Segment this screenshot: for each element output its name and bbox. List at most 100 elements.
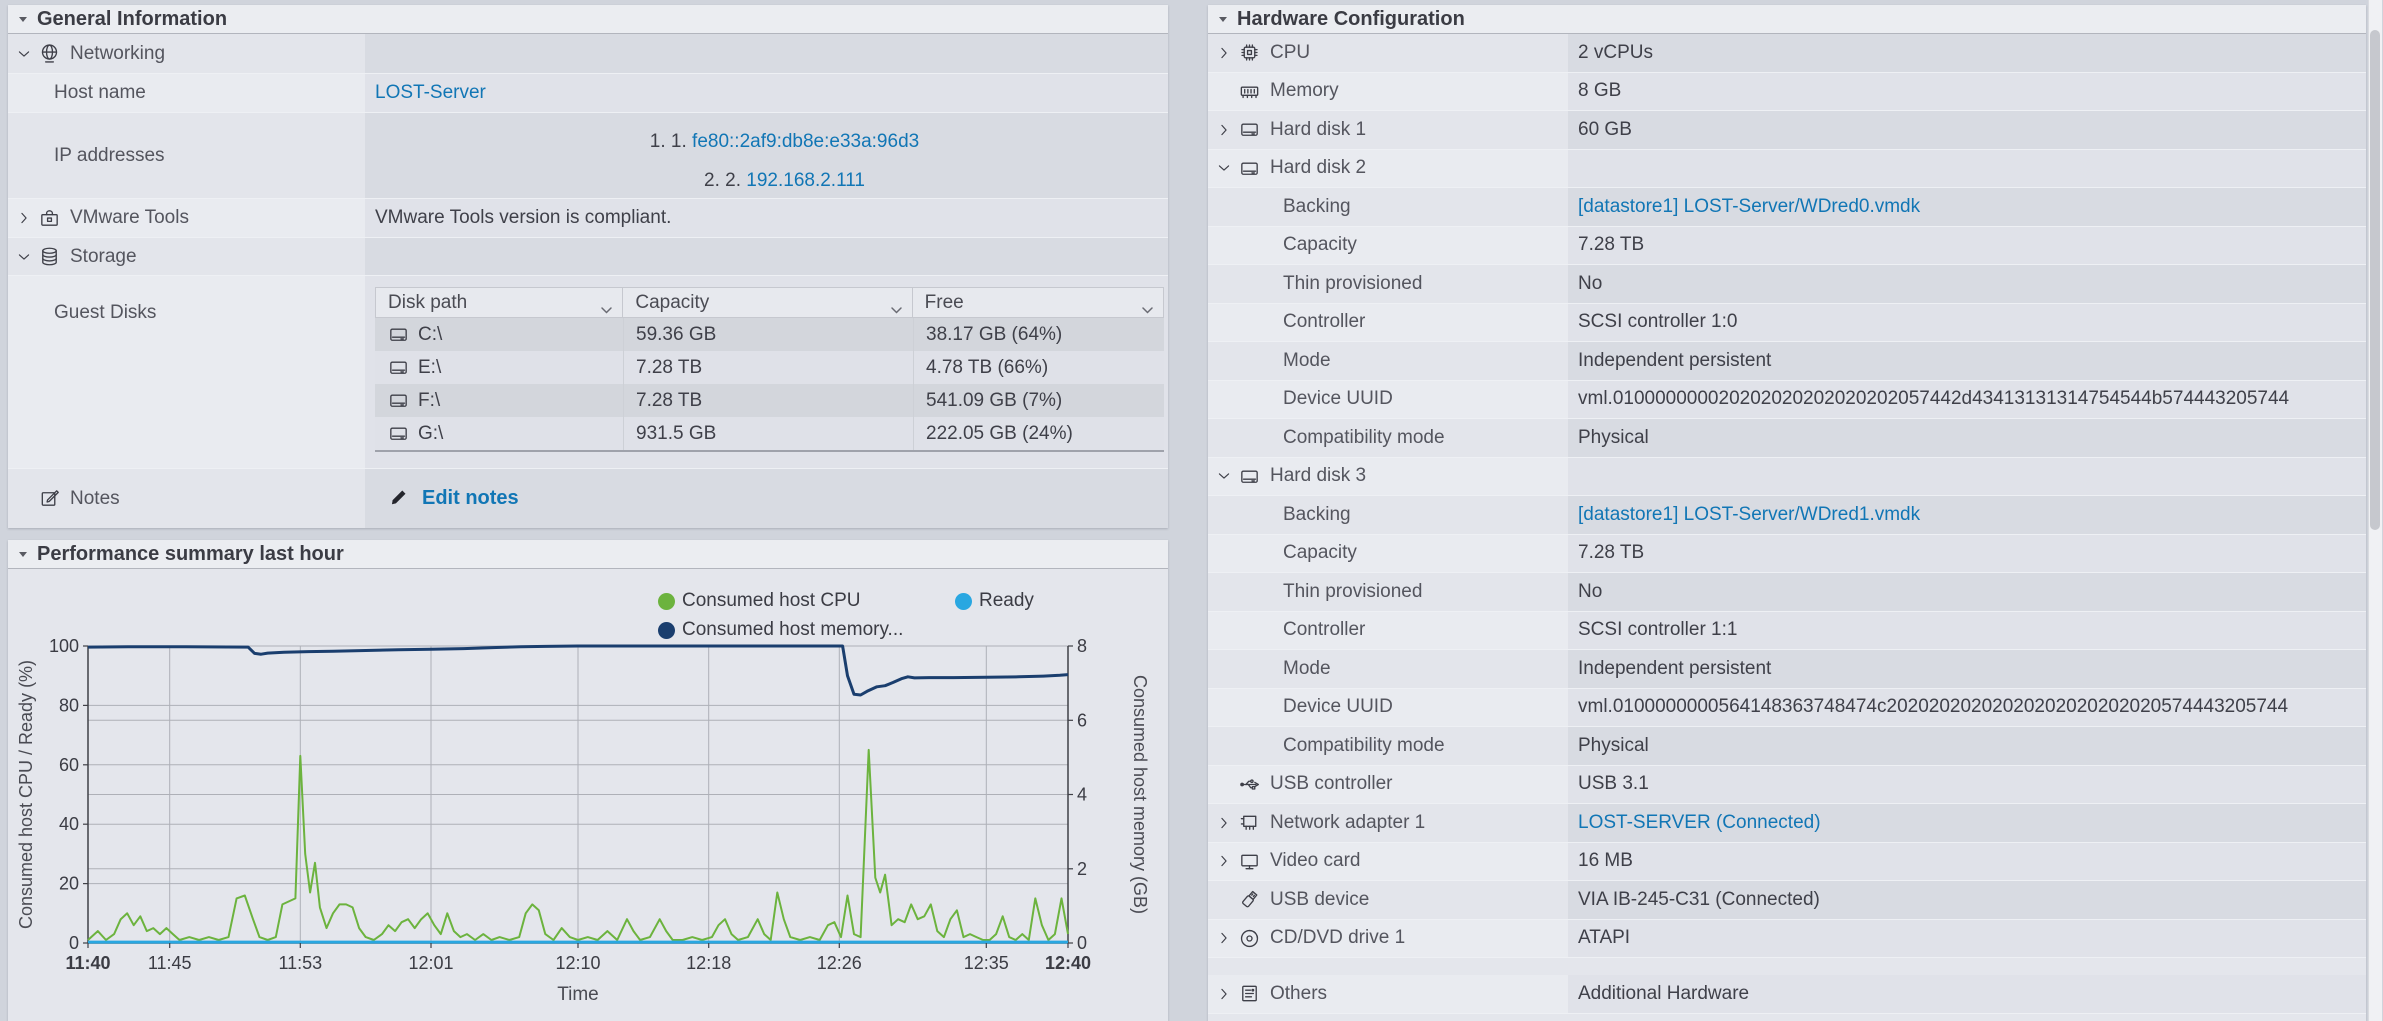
column-header-free[interactable]: Free: [913, 288, 1163, 317]
panel-title: Hardware Configuration: [1237, 7, 1465, 30]
legend-label: Ready: [979, 590, 1034, 611]
triangle-down-icon[interactable]: [1218, 16, 1228, 23]
property-row: Storage: [8, 238, 1168, 276]
svg-text:12:35: 12:35: [964, 953, 1009, 973]
chevron-right-icon[interactable]: [1213, 983, 1235, 1005]
hard-disk-icon: [1237, 464, 1261, 488]
legend-dot: [658, 621, 675, 639]
networking-icon: [37, 42, 61, 66]
property-row: USB controller USB 3.1: [1208, 765, 2366, 804]
svg-text:12:26: 12:26: [817, 953, 862, 973]
chevron-right-icon[interactable]: [13, 207, 35, 229]
svg-text:12:40: 12:40: [1045, 953, 1091, 973]
chevron-right-icon[interactable]: [1213, 927, 1235, 949]
guest-disk-row[interactable]: F:\ 7.28 TB 541.09 GB (7%): [375, 384, 1164, 417]
property-label: Hard disk 1: [1270, 118, 1367, 140]
chevron-down-icon[interactable]: [1213, 157, 1235, 179]
ip-address-line: 1. 1. fe80::2af9:db8e:e33a:96d3: [650, 122, 919, 161]
guest-disk-row[interactable]: G:\ 931.5 GB 222.05 GB (24%): [375, 417, 1164, 450]
svg-text:100: 100: [49, 636, 79, 656]
value-link[interactable]: LOST-SERVER (Connected): [1578, 811, 1821, 833]
property-label: Mode: [1283, 349, 1331, 371]
value-link[interactable]: LOST-Server: [375, 82, 486, 103]
property-label-cell: Compatibility mode: [1208, 727, 1568, 765]
disk-free: 4.78 TB (66%): [926, 356, 1049, 378]
memory-icon: [1237, 79, 1261, 103]
svg-text:0: 0: [1077, 933, 1087, 953]
performance-summary-header[interactable]: Performance summary last hour: [8, 540, 1168, 569]
triangle-down-icon[interactable]: [18, 16, 28, 23]
chevron-right-icon[interactable]: [1213, 119, 1235, 141]
property-value: Independent persistent: [1578, 657, 1772, 679]
disk-path: C:\: [418, 323, 443, 345]
property-row: CPU 2 vCPUs: [1208, 34, 2366, 73]
hard-disk-icon: [387, 422, 410, 445]
vmware-tools-icon: [37, 206, 61, 230]
sort-chevron-icon[interactable]: [600, 299, 613, 321]
property-value: USB 3.1: [1578, 773, 1649, 795]
general-information-header[interactable]: General Information: [8, 5, 1168, 34]
column-header-capacity[interactable]: Capacity: [623, 288, 913, 317]
sort-chevron-icon[interactable]: [1141, 299, 1154, 321]
edit-notes-button[interactable]: Edit notes: [375, 485, 519, 513]
property-value-cell: No: [1568, 573, 2366, 611]
chevron-down-icon[interactable]: [1213, 465, 1235, 487]
value-link[interactable]: [datastore1] LOST-Server/WDred0.vmdk: [1578, 195, 1921, 217]
property-row: Backing [datastore1] LOST-Server/WDred0.v…: [1208, 188, 2366, 227]
chevron-down-icon[interactable]: [13, 246, 35, 268]
property-value: SCSI controller 1:0: [1578, 311, 1738, 333]
property-value-cell: No: [1568, 265, 2366, 303]
ip-address-link[interactable]: fe80::2af9:db8e:e33a:96d3: [692, 131, 920, 152]
property-row: Thin provisioned No: [1208, 573, 2366, 612]
property-row: Hard disk 3: [1208, 457, 2366, 496]
property-label: Compatibility mode: [1283, 734, 1445, 756]
chevron-down-icon[interactable]: [13, 43, 35, 65]
property-label: Notes: [70, 487, 120, 509]
column-header-label: Disk path: [388, 291, 468, 313]
disk-free: 541.09 GB (7%): [926, 389, 1063, 411]
property-label-cell: Device UUID: [1208, 380, 1568, 418]
ip-address-link[interactable]: 192.168.2.111: [746, 170, 865, 191]
property-label-cell: Hard disk 1: [1208, 111, 1568, 149]
chevron-right-icon[interactable]: [1213, 42, 1235, 64]
guest-disk-row[interactable]: C:\ 59.36 GB 38.17 GB (64%): [375, 318, 1164, 351]
property-value-cell: [1568, 457, 2366, 495]
property-label: VMware Tools: [70, 207, 189, 228]
property-label: Video card: [1270, 850, 1361, 872]
property-row: Mode Independent persistent: [1208, 342, 2366, 381]
property-label: Thin provisioned: [1283, 272, 1423, 294]
chevron-right-icon[interactable]: [1213, 812, 1235, 834]
svg-text:60: 60: [59, 755, 79, 775]
chevron-slot: [1213, 773, 1235, 795]
column-header-label: Capacity: [635, 291, 710, 313]
property-label-cell: Guest Disks: [8, 276, 365, 468]
property-label: Backing: [1283, 503, 1351, 525]
value-link[interactable]: [datastore1] LOST-Server/WDred1.vmdk: [1578, 503, 1921, 525]
property-value-cell: 7.28 TB: [1568, 226, 2366, 264]
property-label: Hard disk 3: [1270, 465, 1367, 487]
property-value: Independent persistent: [1578, 349, 1772, 371]
property-value: ATAPI: [1578, 927, 1631, 949]
property-row: Thin provisioned No: [1208, 265, 2366, 304]
disk-path: F:\: [418, 389, 441, 411]
column-header-disk-path[interactable]: Disk path: [376, 288, 624, 317]
svg-text:20: 20: [59, 874, 79, 894]
guest-disk-row[interactable]: E:\ 7.28 TB 4.78 TB (66%): [375, 351, 1164, 384]
legend-item[interactable]: Consumed host CPU: [658, 590, 955, 612]
chevron-right-icon[interactable]: [1213, 850, 1235, 872]
triangle-down-icon[interactable]: [18, 551, 28, 558]
legend-item[interactable]: Ready: [955, 590, 1034, 612]
sort-chevron-icon[interactable]: [890, 299, 903, 321]
storage-icon: [37, 245, 61, 269]
property-row: Networking: [8, 34, 1168, 74]
property-label-cell: Host name: [8, 74, 365, 112]
svg-text:11:40: 11:40: [65, 953, 110, 973]
hardware-configuration-header[interactable]: Hardware Configuration: [1208, 5, 2366, 34]
legend-item[interactable]: Consumed host memory...: [658, 619, 903, 641]
pencil-icon: [389, 485, 411, 513]
property-value: vml.0100000000564148363748474c2020202020…: [1578, 696, 2289, 718]
property-label: USB device: [1270, 888, 1370, 910]
property-value-cell: LOST-Server: [365, 74, 1168, 112]
property-label-cell: Capacity: [1208, 534, 1568, 572]
scrollbar-thumb[interactable]: [2370, 30, 2380, 530]
